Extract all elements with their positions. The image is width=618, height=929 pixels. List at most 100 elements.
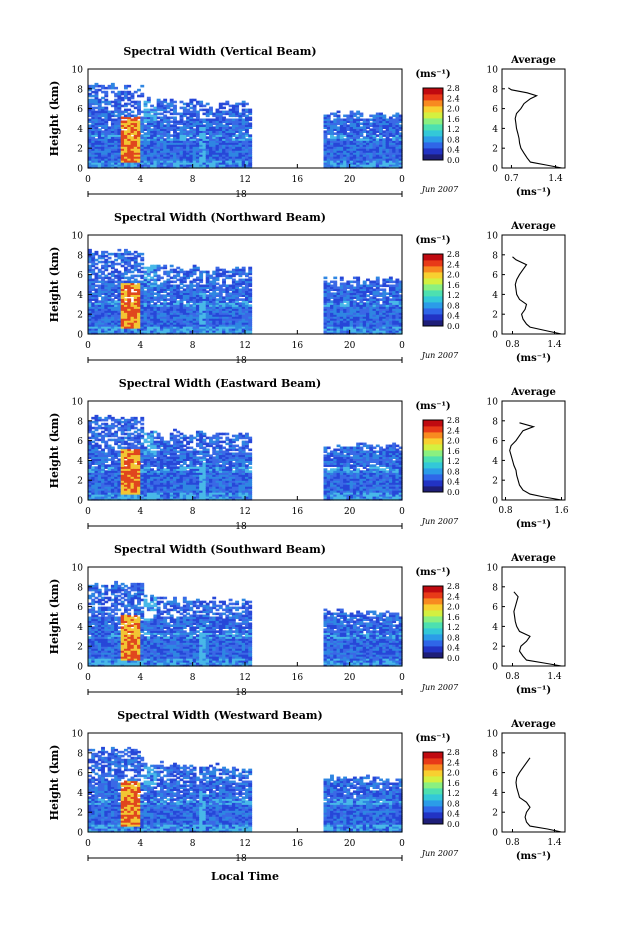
average-y-tick-label: 4 xyxy=(492,291,498,301)
heatmap-cell xyxy=(159,320,164,323)
heatmap-cell xyxy=(218,302,223,305)
heatmap-cell xyxy=(195,132,200,135)
heatmap-cell xyxy=(192,162,197,165)
heatmap-cell xyxy=(231,150,236,153)
heatmap-cell xyxy=(225,292,230,295)
heatmap-cell xyxy=(120,272,125,276)
heatmap-cell xyxy=(199,102,204,106)
heatmap-cell xyxy=(369,308,374,311)
heatmap-cell xyxy=(88,286,92,290)
heatmap-cell xyxy=(382,144,387,147)
heatmap-cell xyxy=(366,162,370,165)
heatmap-cell xyxy=(107,480,112,483)
heatmap-cell xyxy=(359,322,364,325)
heatmap-cell xyxy=(140,252,145,256)
heatmap-cell xyxy=(212,118,217,122)
heatmap-cell xyxy=(209,158,213,161)
heatmap-cell xyxy=(146,326,151,329)
heatmap-cell xyxy=(343,296,347,299)
heatmap-cell xyxy=(88,100,92,104)
heatmap-cell xyxy=(120,116,125,120)
heatmap-cell xyxy=(202,298,207,301)
heatmap-cell xyxy=(143,108,148,112)
heatmap-cell xyxy=(359,156,364,159)
heatmap-cell xyxy=(169,306,174,309)
heatmap-cell xyxy=(94,472,99,475)
heatmap-cell xyxy=(140,262,145,266)
heatmap-cell xyxy=(107,160,112,163)
heatmap-cell xyxy=(130,326,135,329)
heatmap-cell xyxy=(104,288,109,292)
heatmap-cell xyxy=(120,104,125,108)
heatmap-cell xyxy=(375,294,380,297)
heatmap-cell xyxy=(346,298,351,301)
heatmap-cell xyxy=(343,134,347,137)
heatmap-cell xyxy=(133,328,138,331)
heatmap-cell xyxy=(199,278,204,282)
heatmap-cell xyxy=(156,106,161,110)
heatmap-cell xyxy=(182,284,187,288)
heatmap-cell xyxy=(114,472,119,475)
heatmap-cell xyxy=(339,308,344,311)
heatmap-cell xyxy=(91,440,96,444)
heatmap-cell xyxy=(352,136,357,139)
heatmap-cell xyxy=(398,300,403,303)
heatmap-cell xyxy=(379,152,383,155)
heatmap-cell xyxy=(182,310,187,313)
heatmap-cell xyxy=(359,332,364,335)
heatmap-cell xyxy=(339,276,344,280)
heatmap-cell xyxy=(199,286,204,290)
heatmap-cell xyxy=(88,484,92,487)
heatmap-cell xyxy=(245,166,249,169)
heatmap-cell xyxy=(382,140,387,143)
heatmap-cell xyxy=(339,292,344,295)
heatmap-cell xyxy=(140,288,145,292)
heatmap-cell xyxy=(349,316,354,319)
heatmap-cell xyxy=(163,106,168,110)
heatmap-cell xyxy=(205,158,210,161)
heatmap-cell xyxy=(140,142,145,145)
heatmap-cell xyxy=(195,126,200,129)
heatmap-cell xyxy=(110,438,115,442)
heatmap-cell xyxy=(212,144,217,147)
heatmap-cell xyxy=(222,134,226,137)
heatmap-cell xyxy=(88,152,92,155)
heatmap-cell xyxy=(248,316,253,319)
heatmap-cell xyxy=(238,270,243,274)
heatmap-cell xyxy=(388,148,393,151)
heatmap-cell xyxy=(241,152,246,155)
heatmap-cell xyxy=(94,498,99,501)
heatmap-cell xyxy=(123,158,128,161)
heatmap-cell xyxy=(130,292,135,295)
heatmap-cell xyxy=(248,292,253,295)
heatmap-cell xyxy=(123,324,128,327)
heatmap-cell xyxy=(375,154,380,157)
heatmap-cell xyxy=(169,112,174,116)
heatmap-cell xyxy=(88,492,92,495)
heatmap-cell xyxy=(346,118,351,122)
heatmap-cell xyxy=(238,326,243,329)
heatmap-cell xyxy=(359,160,364,163)
heatmap-cell xyxy=(114,128,119,131)
heatmap-cell xyxy=(107,452,112,456)
heatmap-cell xyxy=(359,290,364,294)
heatmap-cell xyxy=(143,276,148,280)
heatmap-cell xyxy=(159,306,164,309)
heatmap-cell xyxy=(169,264,174,268)
heatmap-cell xyxy=(343,324,347,327)
heatmap-cell xyxy=(369,322,374,325)
heatmap-cell xyxy=(205,280,210,284)
heatmap-cell xyxy=(346,150,351,153)
heatmap-cell xyxy=(88,136,92,139)
heatmap-cell xyxy=(88,268,92,272)
heatmap-cell xyxy=(104,128,109,131)
heatmap-cell xyxy=(107,310,112,313)
heatmap-cell xyxy=(202,284,207,288)
heatmap-cell xyxy=(362,308,367,311)
heatmap-cell xyxy=(101,136,105,139)
heatmap-cell xyxy=(202,104,207,108)
heatmap-cell xyxy=(369,158,374,161)
heatmap-cell xyxy=(209,284,213,288)
heatmap-cell xyxy=(120,284,125,288)
heatmap-cell xyxy=(192,114,197,118)
